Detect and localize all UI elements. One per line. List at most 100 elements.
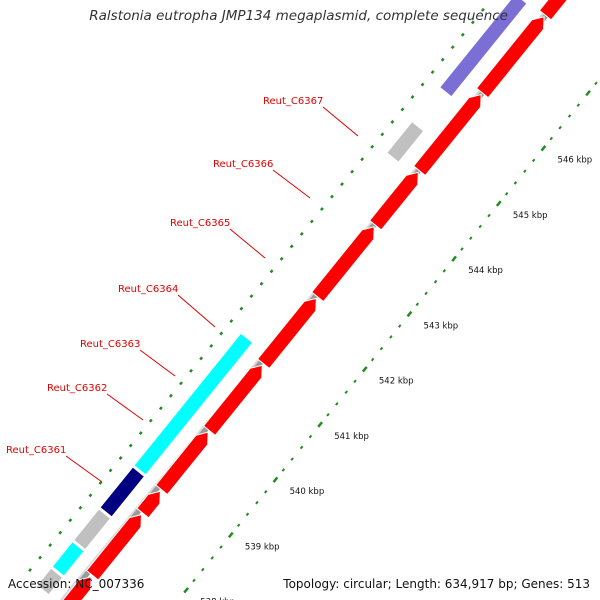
gene-label-5: Reut_C6366 bbox=[213, 159, 273, 170]
kbp-tick-mark bbox=[183, 587, 190, 594]
red-cds-6 bbox=[311, 226, 375, 303]
kbp-tick-mark bbox=[379, 346, 384, 351]
minor-tick-left bbox=[430, 70, 435, 75]
minor-tick-left bbox=[98, 480, 103, 485]
red-cds-1 bbox=[85, 513, 143, 581]
kbp-tick-mark bbox=[201, 567, 205, 572]
kbp-tick-mark bbox=[504, 192, 509, 196]
minor-tick-left bbox=[269, 269, 274, 274]
minor-tick-left bbox=[219, 331, 224, 336]
minor-tick-left bbox=[460, 32, 465, 37]
accession-text: Accession: NC_007336 bbox=[8, 577, 145, 591]
gene-label-3: Reut_C6364 bbox=[118, 284, 178, 295]
minor-tick-left bbox=[209, 344, 214, 348]
gene-leader-2 bbox=[139, 349, 176, 377]
minor-tick-left bbox=[350, 169, 355, 174]
kbp-label-6: 544 kbp bbox=[468, 266, 503, 276]
kbp-label-1: 539 kbp bbox=[245, 542, 280, 552]
minor-tick-left bbox=[58, 530, 63, 535]
cds-features bbox=[36, 0, 568, 600]
kbp-tick-mark bbox=[549, 136, 554, 141]
kbp-tick-mark bbox=[370, 357, 375, 362]
red-cds-7 bbox=[368, 171, 419, 231]
gene-labels: Reut_C6361 Reut_C6362 Reut_C6363 Reut_C6364… bbox=[6, 96, 359, 483]
kbp-label-7: 545 kbp bbox=[513, 211, 548, 221]
kbp-tick-mark bbox=[540, 145, 547, 152]
kbp-tick-mark bbox=[326, 412, 330, 417]
kbp-tick-mark bbox=[192, 578, 196, 583]
outer-cds-1 bbox=[51, 541, 85, 577]
kbp-tick-mark bbox=[531, 158, 536, 163]
minor-tick-left bbox=[481, 7, 485, 12]
kbp-tick-mark bbox=[478, 224, 482, 229]
minor-tick-left bbox=[78, 505, 83, 510]
outer-cds-5 bbox=[386, 120, 425, 163]
kbp-tick-mark bbox=[594, 81, 598, 86]
kbp-tick-mark bbox=[451, 255, 457, 262]
red-cds-4 bbox=[202, 364, 263, 437]
kbp-tick-mark bbox=[308, 434, 313, 439]
minor-tick-left bbox=[330, 194, 334, 199]
gene-label-1: Reut_C6362 bbox=[47, 383, 107, 394]
kbp-tick-mark bbox=[245, 512, 250, 517]
kbp-tick-mark bbox=[433, 279, 438, 284]
red-cds-5 bbox=[256, 297, 317, 370]
summary-text: Topology: circular; Length: 634,917 bp; … bbox=[283, 577, 590, 591]
kbp-tick-mark bbox=[487, 213, 491, 218]
kbp-ticks: 538 kbp 539 kbp 540 kbp 541 kbp 542 kbp 543 k… bbox=[28, 7, 598, 600]
outer-cds-0 bbox=[36, 567, 64, 596]
kbp-tick-mark bbox=[513, 181, 518, 185]
gene-leader-0 bbox=[65, 455, 103, 483]
map-title: Ralstonia eutropha JMP134 megaplasmid, c… bbox=[89, 8, 508, 24]
minor-tick-left bbox=[158, 406, 163, 411]
kbp-tick-mark bbox=[281, 468, 286, 472]
kbp-tick-mark bbox=[219, 545, 223, 549]
kbp-label-3: 541 kbp bbox=[334, 432, 369, 442]
minor-tick-left bbox=[420, 82, 425, 87]
kbp-tick-mark bbox=[558, 125, 562, 130]
kbp-tick-mark bbox=[255, 500, 259, 505]
kbp-tick-mark bbox=[344, 390, 348, 394]
minor-tick-left bbox=[118, 456, 123, 460]
outer-cds-2 bbox=[72, 508, 112, 551]
minor-tick-left bbox=[179, 381, 183, 386]
minor-tick-left bbox=[108, 468, 113, 473]
kbp-tick-mark bbox=[361, 366, 368, 373]
kbp-label-2: 540 kbp bbox=[290, 487, 325, 497]
minor-tick-left bbox=[68, 518, 73, 523]
kbp-tick-mark bbox=[469, 236, 473, 240]
gene-leader-5 bbox=[272, 169, 311, 199]
minor-tick-left bbox=[440, 57, 445, 62]
minor-tick-left bbox=[370, 144, 375, 149]
outer-cds-4 bbox=[133, 332, 254, 476]
minor-tick-left bbox=[189, 368, 193, 373]
gene-label-0: Reut_C6361 bbox=[6, 445, 66, 456]
minor-tick-left bbox=[259, 281, 264, 286]
kbp-tick-mark bbox=[424, 291, 428, 296]
kbp-tick-mark bbox=[264, 489, 268, 494]
kbp-tick-mark bbox=[576, 103, 581, 107]
kbp-tick-mark bbox=[495, 200, 502, 207]
red-cds-10 bbox=[538, 0, 568, 21]
minor-tick-left bbox=[299, 231, 304, 236]
gene-leader-4 bbox=[229, 228, 266, 259]
minor-tick-left bbox=[239, 306, 244, 311]
kbp-tick-mark bbox=[460, 247, 464, 251]
gene-leader-3 bbox=[177, 294, 216, 328]
kbp-tick-mark bbox=[567, 114, 572, 118]
minor-tick-left bbox=[148, 418, 153, 423]
minor-tick-left bbox=[319, 207, 324, 211]
kbp-tick-mark bbox=[442, 269, 447, 273]
minor-tick-left bbox=[279, 256, 284, 261]
outer-cds-3 bbox=[99, 466, 146, 518]
kbp-tick-mark bbox=[406, 310, 413, 318]
kbp-tick-mark bbox=[299, 445, 304, 450]
gene-label-6: Reut_C6367 bbox=[263, 96, 323, 107]
kbp-label-5: 543 kbp bbox=[424, 321, 459, 331]
minor-tick-left bbox=[199, 356, 204, 361]
outer-cds-6 bbox=[439, 0, 528, 98]
red-cds-0 bbox=[62, 576, 92, 600]
minor-tick-left bbox=[470, 20, 475, 25]
gene-leader-6 bbox=[322, 106, 359, 137]
